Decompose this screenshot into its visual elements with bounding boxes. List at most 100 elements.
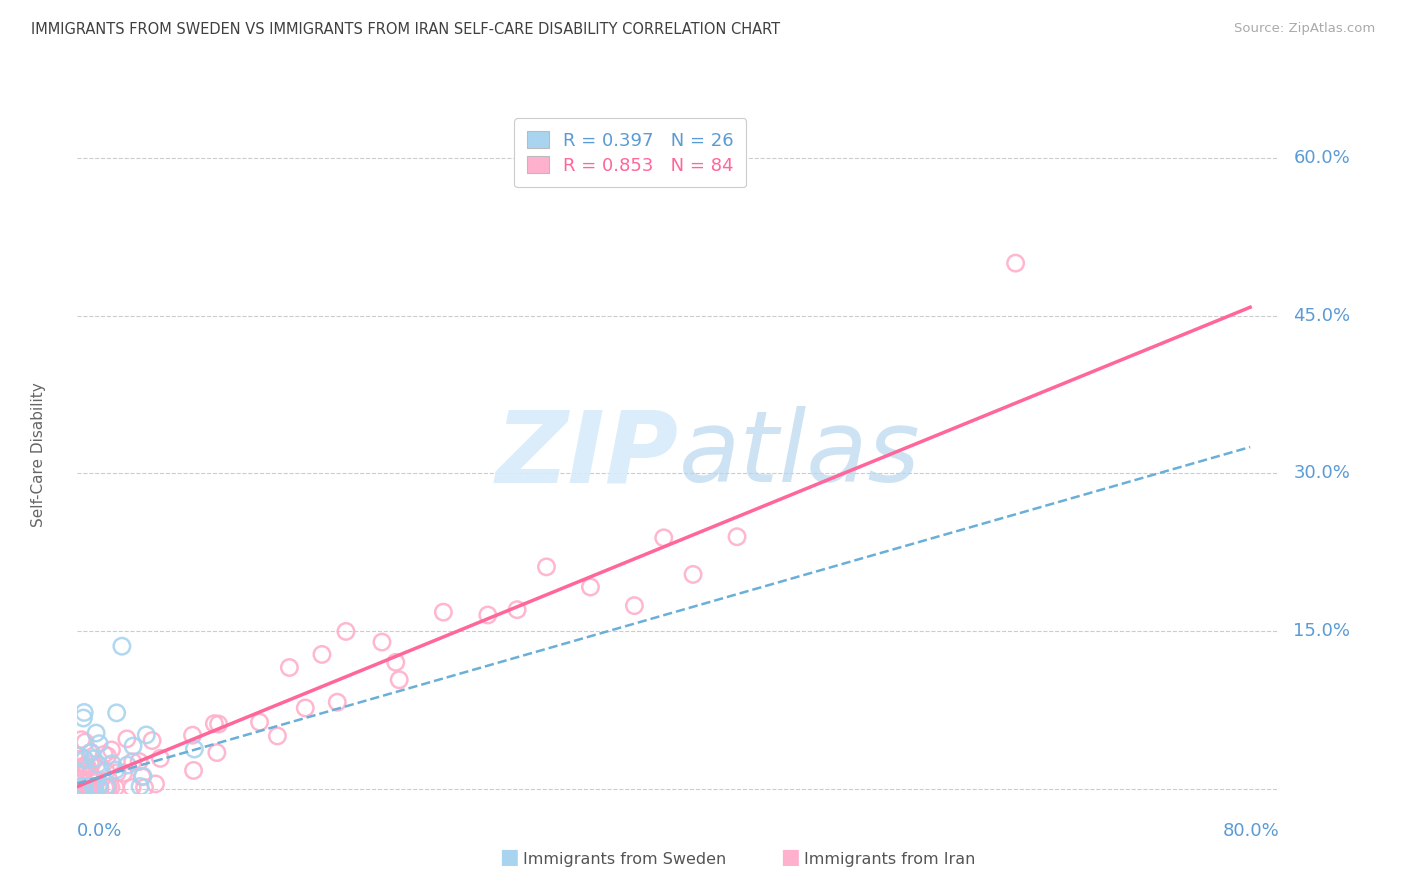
Point bbox=[75, 780, 97, 795]
Point bbox=[89, 737, 111, 751]
Legend: R = 0.397   N = 26, R = 0.853   N = 84: R = 0.397 N = 26, R = 0.853 N = 84 bbox=[515, 119, 747, 187]
Point bbox=[75, 758, 97, 772]
Point bbox=[145, 777, 167, 791]
Point bbox=[94, 764, 117, 779]
Point bbox=[129, 780, 152, 794]
Point bbox=[67, 780, 90, 795]
Point bbox=[79, 746, 101, 760]
Text: ZIP: ZIP bbox=[495, 407, 679, 503]
Point bbox=[384, 656, 406, 670]
Point bbox=[682, 567, 704, 582]
Text: 30.0%: 30.0% bbox=[1294, 465, 1350, 483]
Point bbox=[73, 753, 96, 767]
Point bbox=[121, 755, 143, 769]
Point bbox=[506, 603, 529, 617]
Point bbox=[67, 776, 90, 790]
Point bbox=[207, 717, 229, 731]
Point bbox=[70, 760, 93, 774]
Point bbox=[86, 773, 108, 788]
Text: 15.0%: 15.0% bbox=[1294, 622, 1350, 640]
Point bbox=[725, 530, 748, 544]
Point bbox=[83, 752, 105, 766]
Point bbox=[87, 780, 110, 794]
Point bbox=[104, 763, 127, 777]
Text: ■: ■ bbox=[780, 847, 800, 867]
Point bbox=[134, 780, 156, 795]
Point bbox=[205, 746, 228, 760]
Point bbox=[83, 772, 105, 787]
Point bbox=[70, 732, 93, 747]
Point bbox=[77, 780, 100, 795]
Point bbox=[86, 757, 108, 772]
Point bbox=[83, 780, 105, 795]
Text: Immigrants from Iran: Immigrants from Iran bbox=[804, 852, 976, 867]
Point bbox=[432, 605, 454, 619]
Point bbox=[371, 635, 394, 649]
Point bbox=[67, 752, 90, 766]
Text: Source: ZipAtlas.com: Source: ZipAtlas.com bbox=[1234, 22, 1375, 36]
Point bbox=[149, 751, 172, 765]
Point bbox=[79, 766, 101, 780]
Point bbox=[132, 769, 155, 783]
Point bbox=[104, 780, 127, 795]
Point bbox=[93, 747, 115, 762]
Text: 60.0%: 60.0% bbox=[1294, 149, 1350, 167]
Point bbox=[623, 599, 645, 613]
Point bbox=[183, 764, 205, 778]
Point bbox=[100, 743, 122, 757]
Point bbox=[87, 780, 110, 794]
Point bbox=[67, 780, 90, 795]
Point bbox=[111, 639, 134, 653]
Point bbox=[94, 780, 117, 795]
Point bbox=[70, 780, 93, 795]
Point bbox=[73, 780, 96, 794]
Point bbox=[77, 780, 100, 795]
Point bbox=[266, 729, 288, 743]
Point bbox=[83, 780, 105, 794]
Point bbox=[72, 711, 94, 725]
Point bbox=[67, 780, 90, 795]
Point bbox=[72, 780, 94, 795]
Text: ■: ■ bbox=[499, 847, 519, 867]
Point bbox=[73, 780, 96, 795]
Point bbox=[131, 770, 153, 784]
Point bbox=[579, 580, 602, 594]
Point bbox=[278, 660, 301, 674]
Point bbox=[101, 756, 124, 771]
Text: Self-Care Disability: Self-Care Disability bbox=[31, 383, 46, 527]
Point bbox=[249, 715, 271, 730]
Text: atlas: atlas bbox=[679, 407, 920, 503]
Point bbox=[181, 728, 204, 742]
Point bbox=[105, 765, 128, 780]
Point bbox=[311, 648, 333, 662]
Point bbox=[135, 728, 157, 742]
Text: Immigrants from Sweden: Immigrants from Sweden bbox=[523, 852, 727, 867]
Point bbox=[79, 756, 101, 771]
Point bbox=[89, 758, 111, 772]
Point bbox=[69, 748, 91, 763]
Point bbox=[121, 780, 143, 795]
Point bbox=[326, 695, 349, 709]
Point bbox=[100, 780, 122, 795]
Point bbox=[388, 673, 411, 687]
Point bbox=[80, 746, 103, 760]
Point bbox=[536, 559, 558, 574]
Point bbox=[652, 531, 675, 545]
Point bbox=[73, 764, 96, 779]
Point bbox=[73, 706, 96, 720]
Point bbox=[335, 624, 357, 639]
Point bbox=[477, 607, 499, 622]
Point bbox=[183, 742, 205, 756]
Point bbox=[89, 780, 111, 795]
Point bbox=[69, 772, 91, 787]
Point bbox=[75, 780, 97, 795]
Point bbox=[97, 780, 120, 795]
Point bbox=[84, 726, 107, 740]
Point bbox=[202, 716, 225, 731]
Point bbox=[76, 759, 98, 773]
Point bbox=[1004, 256, 1026, 270]
Point bbox=[70, 780, 93, 794]
Point bbox=[79, 769, 101, 783]
Point bbox=[141, 733, 163, 747]
Point bbox=[105, 706, 128, 720]
